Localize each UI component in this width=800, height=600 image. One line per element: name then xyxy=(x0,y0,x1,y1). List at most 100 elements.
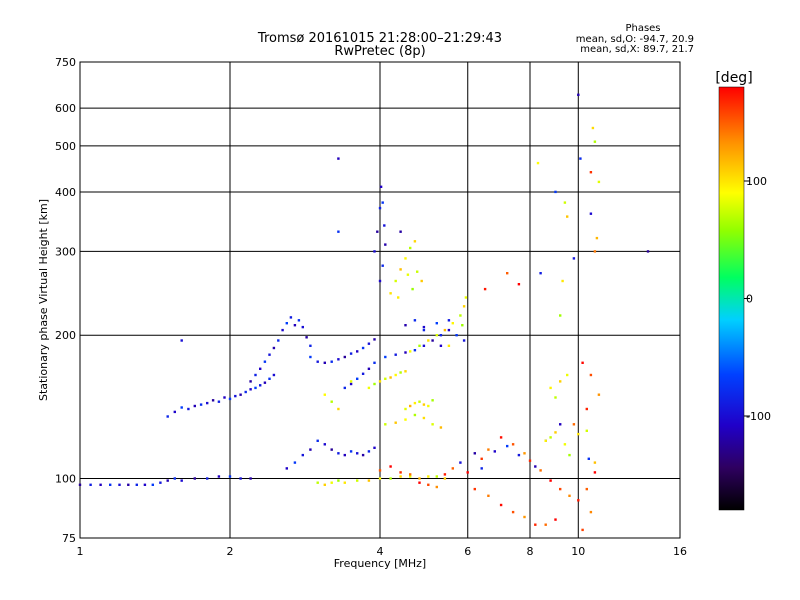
colorbar-tick-label: 0 xyxy=(746,293,753,306)
data-point xyxy=(343,481,346,484)
data-point xyxy=(381,264,384,267)
x-tick-label: 6 xyxy=(464,545,471,558)
data-point xyxy=(554,431,557,434)
data-point xyxy=(461,324,464,327)
data-point xyxy=(439,334,443,337)
data-point xyxy=(549,479,552,482)
data-point xyxy=(384,377,387,380)
data-point xyxy=(249,477,252,480)
data-point xyxy=(447,328,451,332)
data-point xyxy=(397,296,400,299)
data-point xyxy=(422,403,426,406)
y-tick-label: 600 xyxy=(55,102,76,115)
data-point xyxy=(173,410,176,414)
data-point xyxy=(394,373,397,377)
x-tick-label: 10 xyxy=(571,545,585,558)
data-point xyxy=(323,443,326,446)
data-point xyxy=(367,367,371,370)
data-point xyxy=(337,358,340,361)
data-point xyxy=(316,481,319,484)
data-point xyxy=(285,467,288,470)
data-point xyxy=(305,336,308,339)
data-point xyxy=(378,469,382,472)
data-point xyxy=(559,314,562,317)
data-point xyxy=(568,494,571,497)
data-point xyxy=(367,479,371,482)
data-point xyxy=(566,373,569,377)
data-point xyxy=(234,394,237,398)
data-point xyxy=(443,477,447,480)
data-point xyxy=(268,353,271,356)
data-point xyxy=(597,393,601,396)
data-point xyxy=(337,157,340,160)
data-point xyxy=(249,380,252,383)
data-point xyxy=(309,344,312,347)
data-point xyxy=(151,483,154,486)
data-point xyxy=(418,481,421,484)
data-point xyxy=(367,386,371,390)
data-point xyxy=(206,401,209,405)
data-point xyxy=(378,477,382,480)
data-point xyxy=(487,448,490,451)
data-point xyxy=(480,457,483,460)
data-point xyxy=(511,443,515,446)
data-point xyxy=(404,370,407,373)
data-point xyxy=(409,475,412,478)
data-point xyxy=(378,279,382,283)
data-point xyxy=(239,477,242,480)
data-point xyxy=(349,380,353,383)
data-point xyxy=(361,346,365,350)
data-point xyxy=(435,485,438,489)
data-point xyxy=(418,400,421,403)
data-point xyxy=(343,355,346,359)
data-point xyxy=(480,467,483,470)
data-point xyxy=(466,471,469,474)
data-point xyxy=(337,452,340,455)
data-point xyxy=(118,483,121,486)
data-point xyxy=(254,386,257,390)
data-point xyxy=(166,479,169,482)
data-point xyxy=(384,243,387,246)
data-point xyxy=(413,349,417,352)
data-point xyxy=(422,344,426,347)
data-point xyxy=(549,436,552,439)
data-point xyxy=(254,373,257,377)
data-point xyxy=(180,339,183,342)
data-point xyxy=(330,400,333,403)
data-point xyxy=(404,257,407,260)
data-point xyxy=(523,452,526,455)
data-point xyxy=(427,475,430,478)
data-point xyxy=(561,279,564,283)
data-point xyxy=(378,206,382,210)
data-point xyxy=(337,407,340,411)
data-point xyxy=(349,450,353,453)
data-point xyxy=(199,403,203,406)
data-point xyxy=(459,461,462,464)
data-point xyxy=(559,423,562,426)
data-point xyxy=(223,396,226,399)
data-point xyxy=(409,246,412,250)
data-point xyxy=(585,407,588,411)
data-point xyxy=(595,236,599,240)
data-point xyxy=(399,475,402,478)
data-point xyxy=(384,423,387,426)
data-point xyxy=(409,404,412,408)
data-point xyxy=(559,487,562,491)
y-axis-label: Stationary phase Virtual Height [km] xyxy=(37,199,50,401)
data-point xyxy=(455,334,458,337)
data-point xyxy=(431,423,434,426)
data-point xyxy=(376,230,379,233)
data-point xyxy=(193,404,196,408)
phase-info-o: mean, sd,O: -94.7, 20.9 xyxy=(576,34,694,45)
data-point xyxy=(517,283,521,286)
data-point xyxy=(409,473,412,476)
data-point xyxy=(577,93,580,96)
data-point xyxy=(559,380,562,383)
data-point xyxy=(316,360,319,363)
data-point xyxy=(517,453,521,457)
data-point xyxy=(420,279,423,283)
data-point xyxy=(356,479,359,482)
data-point xyxy=(381,201,384,204)
data-point xyxy=(259,384,262,387)
phase-info-x: mean, sd,X: 89.7, 21.7 xyxy=(580,44,694,55)
